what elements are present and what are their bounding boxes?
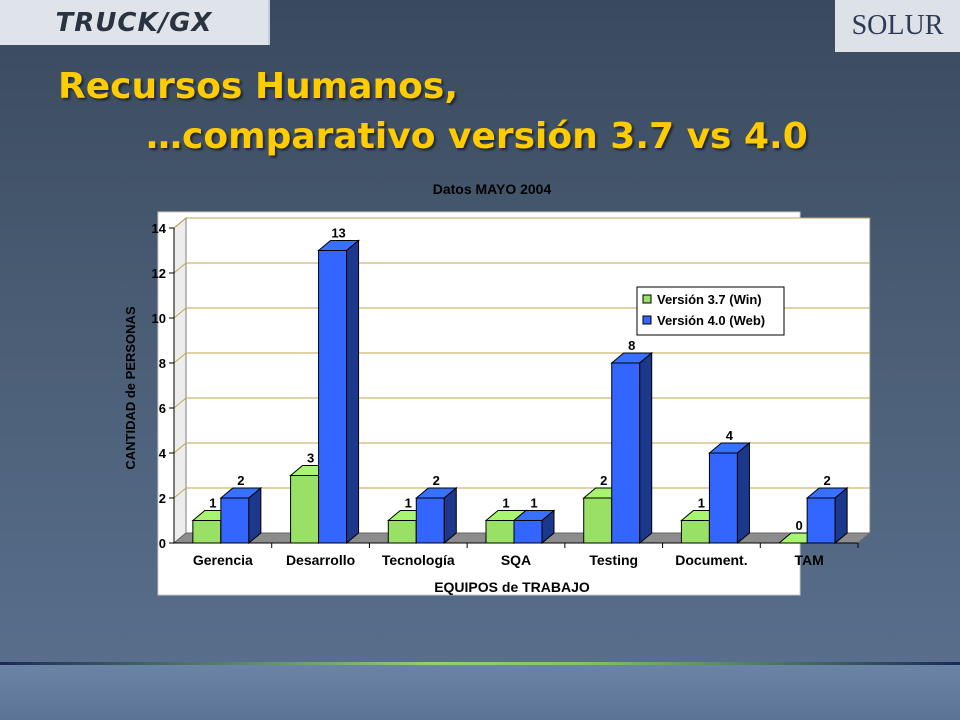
- bar: [192, 520, 222, 544]
- bar: [415, 497, 445, 544]
- data-label: 1: [502, 496, 509, 511]
- x-tick-label: Document.: [675, 552, 747, 568]
- data-label: 1: [530, 496, 537, 511]
- legend-swatch: [642, 294, 652, 304]
- bar: [318, 250, 348, 544]
- data-label: 2: [824, 473, 831, 488]
- bottom-band: [0, 665, 960, 720]
- y-tick-label: 4: [159, 446, 167, 461]
- data-label: 13: [331, 226, 345, 241]
- y-tick-label: 6: [159, 401, 166, 416]
- data-label: 0: [796, 518, 803, 533]
- bar-side: [248, 486, 262, 545]
- y-tick-label: 10: [152, 311, 166, 326]
- bar-side: [443, 486, 457, 545]
- page-title: Recursos Humanos, …comparativo versión 3…: [58, 62, 808, 162]
- data-label: 1: [405, 496, 412, 511]
- y-axis-label: CANTIDAD de PERSONAS: [123, 306, 138, 470]
- y-tick-label: 2: [159, 491, 166, 506]
- x-tick-label: Gerencia: [193, 552, 253, 568]
- bar-side: [834, 486, 848, 545]
- x-tick-label: SQA: [501, 552, 531, 568]
- y-tick-label: 12: [152, 266, 166, 281]
- data-label: 2: [433, 473, 440, 488]
- title-line-1: Recursos Humanos,: [58, 66, 459, 107]
- x-tick-label: Tecnología: [382, 552, 455, 568]
- solur-logo: SOLUR: [835, 0, 960, 52]
- legend-swatch: [642, 315, 652, 325]
- data-label: 2: [237, 473, 244, 488]
- solur-logo-text: SOLUR: [851, 10, 944, 41]
- x-tick-label: Desarrollo: [286, 552, 355, 568]
- bar: [513, 520, 543, 544]
- bottom-accent-line: [0, 662, 960, 665]
- bar: [583, 497, 613, 544]
- chart-title: Datos MAYO 2004: [433, 181, 552, 197]
- chart-back-wall: [185, 217, 871, 534]
- x-tick-label: TAM: [794, 552, 823, 568]
- bar: [680, 520, 710, 544]
- y-tick-label: 0: [159, 536, 166, 551]
- data-label: 4: [726, 428, 734, 443]
- bar: [220, 497, 250, 544]
- bar: [708, 452, 738, 544]
- data-label: 8: [628, 338, 635, 353]
- gridline: [173, 217, 870, 229]
- x-axis-label: EQUIPOS de TRABAJO: [434, 579, 590, 595]
- truckgx-logo-text: TRUCK/GX: [55, 7, 213, 38]
- data-label: 1: [698, 496, 705, 511]
- bar: [485, 520, 515, 544]
- y-tick-label: 14: [152, 221, 167, 236]
- gridline: [173, 262, 870, 274]
- y-tick-label: 8: [159, 356, 166, 371]
- data-label: 2: [600, 473, 607, 488]
- bar-side: [639, 351, 653, 545]
- bar: [387, 520, 417, 544]
- bar-side: [541, 509, 555, 545]
- bar: [806, 497, 836, 544]
- data-label: 3: [307, 451, 314, 466]
- title-line-2: …comparativo versión 3.7 vs 4.0: [146, 116, 808, 157]
- data-label: 1: [209, 496, 216, 511]
- bar: [290, 475, 320, 544]
- legend-label: Versión 4.0 (Web): [657, 313, 765, 328]
- x-tick-label: Testing: [589, 552, 638, 568]
- bar-chart: Datos MAYO 200402468101214Gerencia12Desa…: [123, 181, 872, 596]
- chart-area: Datos MAYO 2004 0 2 4 6 8 10 12 14 Gerencia 1 2 Desa…: [0, 170, 960, 610]
- bar-side: [346, 239, 360, 545]
- chart-side-wall: [173, 216, 187, 545]
- legend-label: Versión 3.7 (Win): [657, 292, 762, 307]
- bar: [611, 362, 641, 544]
- bar-side: [736, 441, 750, 545]
- truckgx-logo: TRUCK/GX: [0, 0, 270, 45]
- legend-box: [636, 286, 785, 336]
